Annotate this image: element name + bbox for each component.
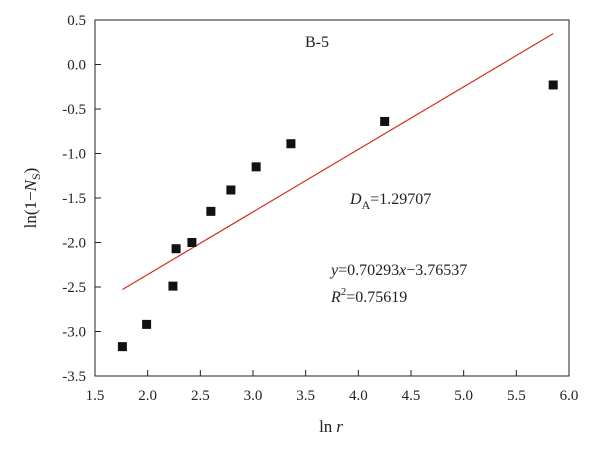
data-point	[171, 244, 181, 254]
x-tick-label: 5.5	[507, 388, 526, 404]
regression-line	[122, 33, 554, 291]
x-tick-label: 2.5	[191, 388, 210, 404]
x-axis-title-base: ln	[319, 417, 333, 436]
axis-ticks: 1.5 2.0 2.5 3.0 3.5 4.0 4.5 5.0 5.5 6.0 0.5 0.0 -0.5…	[62, 13, 578, 404]
eq-slope: =0.70293	[338, 262, 399, 279]
eq-intercept: −3.76537	[406, 262, 467, 279]
y-axis-title: ln(1−NS)	[21, 168, 43, 229]
data-point	[251, 162, 261, 172]
plot-frame	[94, 19, 570, 377]
x-tick-label: 1.5	[86, 388, 105, 404]
data-point	[548, 80, 558, 90]
y-tick-label: -1.0	[62, 147, 86, 163]
da-var: D	[349, 191, 362, 208]
x-tick-label: 6.0	[560, 388, 579, 404]
eq-y: y	[329, 262, 339, 279]
data-point	[380, 116, 390, 126]
y-tick-label: -2.0	[62, 236, 86, 252]
y-axis-title-post: )	[21, 168, 40, 174]
regression-line-group	[122, 33, 554, 291]
data-point	[117, 342, 127, 352]
r2-value: =0.75619	[346, 289, 407, 306]
data-point	[286, 139, 296, 149]
da-sub: A	[362, 198, 371, 212]
chart-title: B-5	[305, 34, 329, 51]
data-point	[206, 206, 216, 216]
data-point	[187, 238, 197, 247]
x-axis-title-var: r	[336, 417, 343, 436]
x-tick-label: 3.5	[296, 388, 315, 404]
eq-x: x	[398, 262, 406, 279]
x-tick-label: 5.0	[454, 388, 473, 404]
x-tick-label: 4.0	[349, 388, 368, 404]
y-tick-label: 0.5	[67, 13, 86, 29]
y-tick-label: -2.5	[62, 280, 86, 296]
x-tick-label: 4.5	[402, 388, 421, 404]
x-tick-label: 2.0	[138, 388, 157, 404]
r-squared-annotation: R2=0.75619	[330, 286, 407, 306]
data-point	[142, 319, 152, 329]
y-tick-label: -1.5	[62, 191, 86, 207]
regression-equation: y=0.70293x−3.76537	[329, 262, 467, 279]
y-axis-title-pre: ln(1−	[21, 191, 40, 228]
r2-var: R	[330, 289, 341, 306]
data-point	[168, 281, 178, 291]
da-value: =1.29707	[370, 191, 431, 208]
y-axis-title-var: N	[21, 178, 40, 192]
data-points	[117, 80, 558, 352]
y-axis-title-sub: S	[29, 173, 43, 180]
x-axis-title: ln r	[319, 417, 343, 436]
fractal-dimension-annotation: DA=1.29707	[349, 191, 431, 212]
y-tick-label: -3.5	[62, 369, 86, 385]
x-tick-label: 3.0	[244, 388, 263, 404]
data-point	[226, 185, 236, 195]
y-tick-label: -3.0	[62, 325, 86, 341]
y-tick-label: 0.0	[67, 58, 86, 74]
y-tick-label: -0.5	[62, 102, 86, 118]
r2-sup: 2	[341, 286, 347, 298]
